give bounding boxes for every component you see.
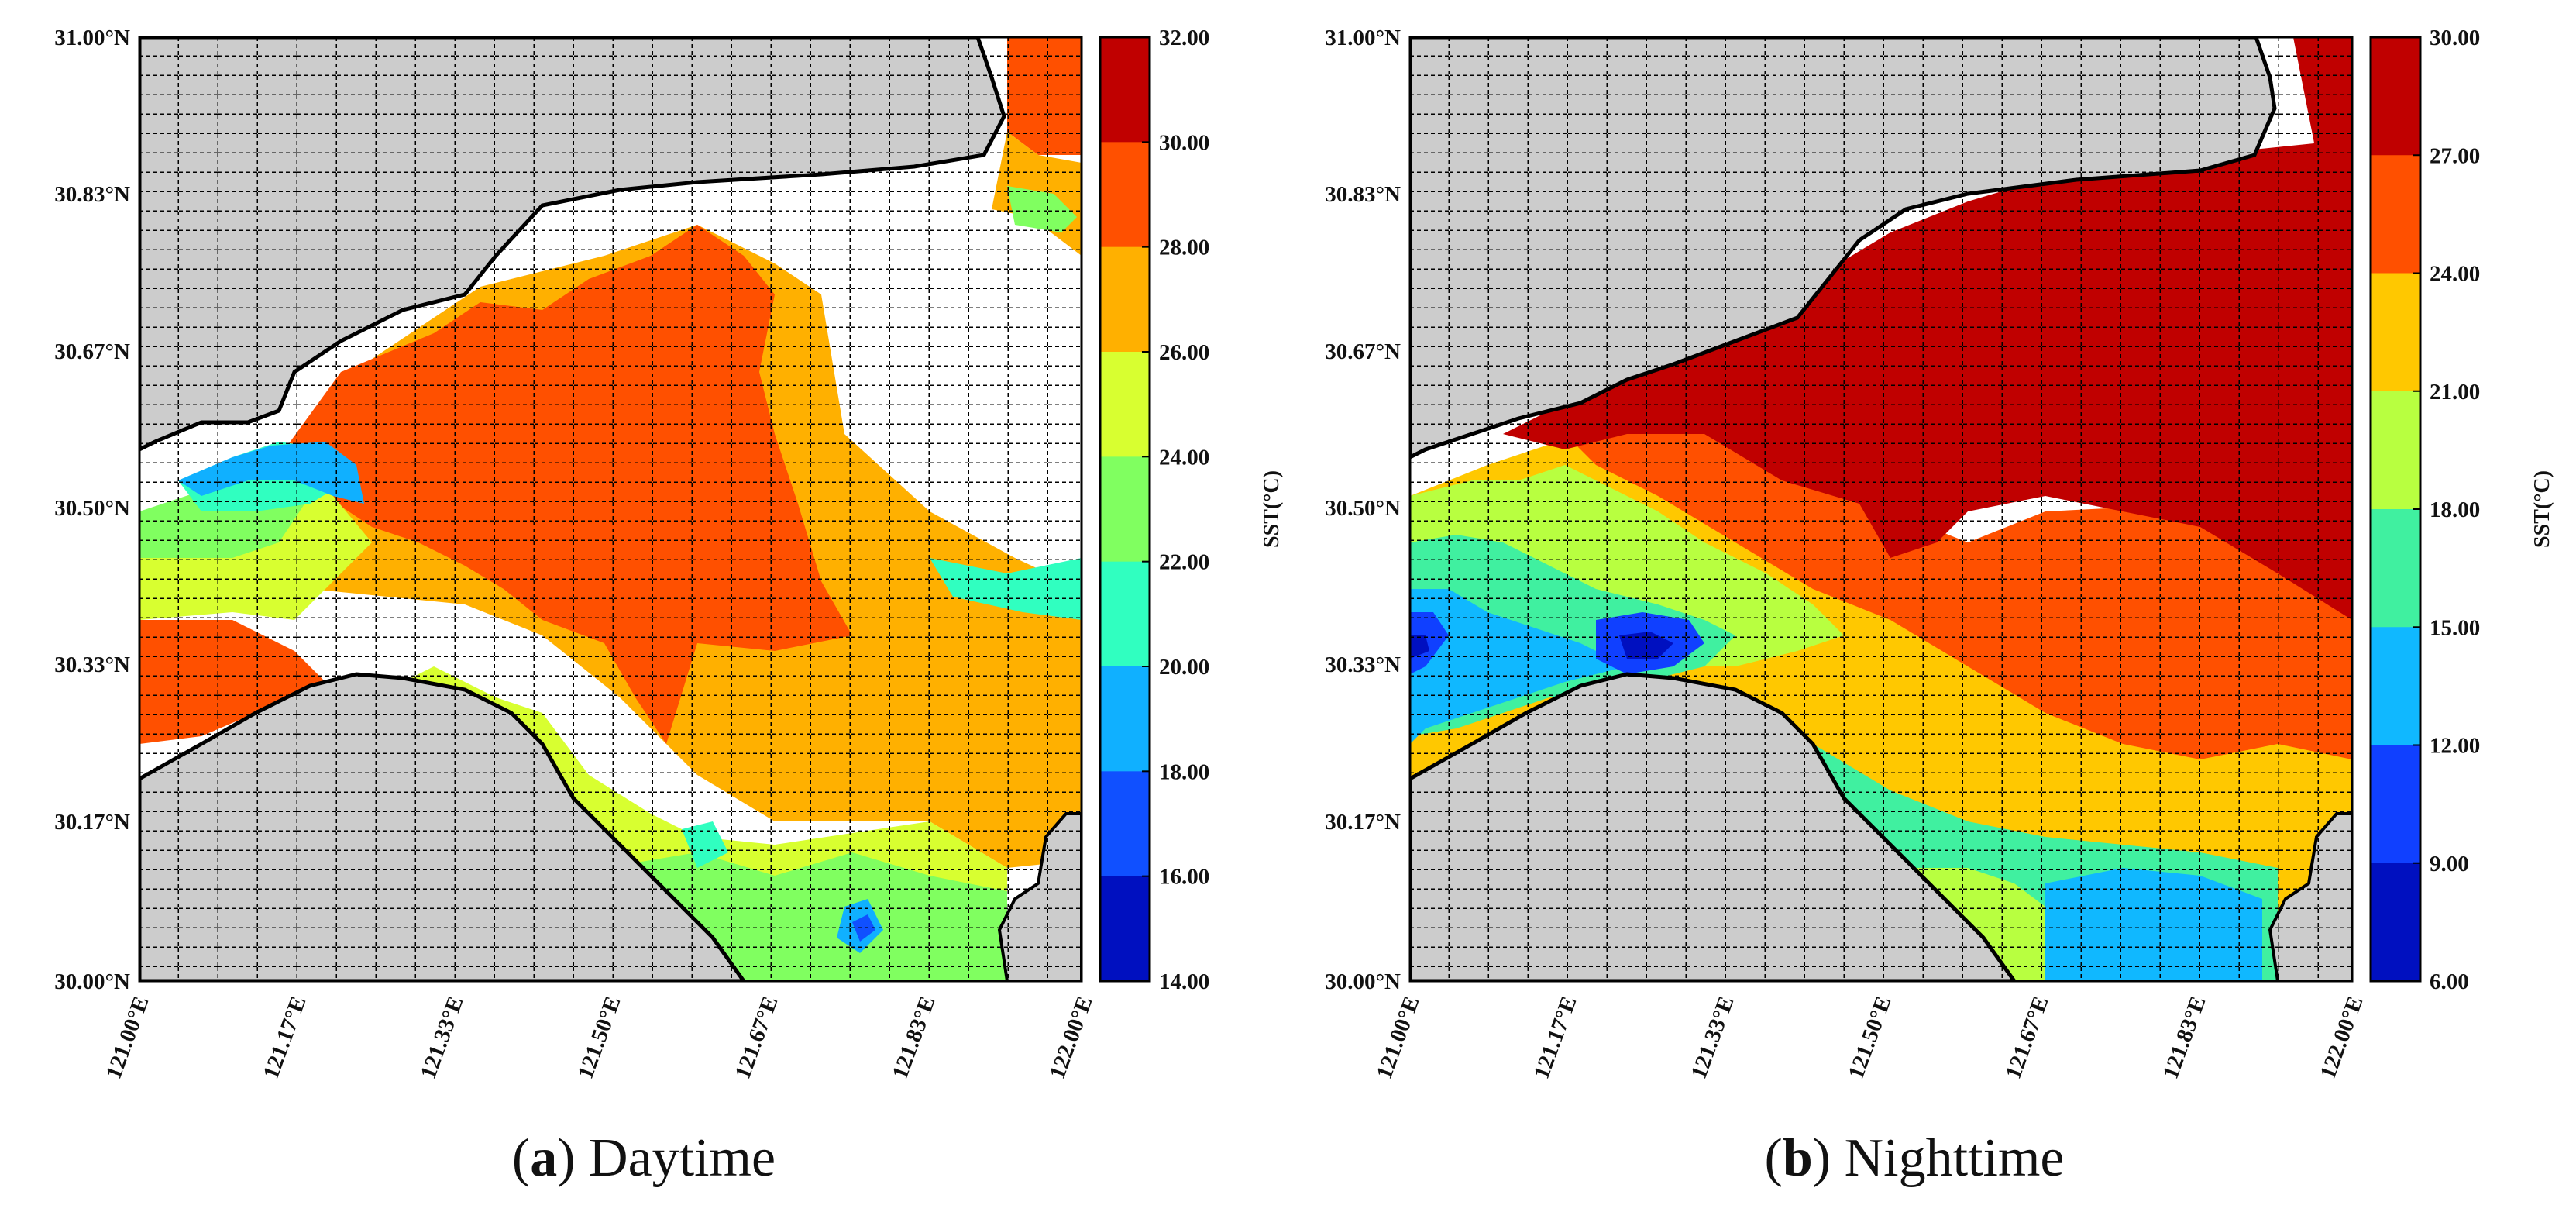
colorbar-swatch <box>2371 627 2420 745</box>
colorbar-swatch <box>1100 246 1150 353</box>
colorbar-tick-label: 24.00 <box>2430 262 2480 287</box>
lat-lon-grid <box>1410 37 2352 981</box>
colorbar-swatch <box>1100 561 1150 667</box>
colorbar: 32.00 30.00 28.00 26.00 24.00 22.00 20.00 18.00… <box>1099 26 1284 994</box>
map-frame <box>138 36 1083 983</box>
colorbar-swatch <box>2371 863 2420 982</box>
colorbar-swatch <box>1100 37 1150 143</box>
colorbar-tick-label: 26.00 <box>1159 340 1209 365</box>
caption-daytime: (a) Daytime <box>511 1128 776 1188</box>
lat-tick: 30.50°N <box>54 496 130 521</box>
colorbar-tick-label: 30.00 <box>2430 26 2480 50</box>
lat-tick: 30.83°N <box>54 182 130 207</box>
lat-tick: 30.50°N <box>1325 496 1401 521</box>
lon-tick: 121.50°E <box>573 993 626 1082</box>
colorbar-tick-label: 14.00 <box>1159 969 1209 994</box>
colorbar-swatch <box>1100 142 1150 248</box>
colorbar-tick-label: 27.00 <box>2430 143 2480 168</box>
lat-tick: 30.00°N <box>54 969 130 994</box>
lon-tick: 121.00°E <box>101 993 154 1082</box>
sst-map-daytime: 31.00°N 30.83°N 30.67°N 30.50°N 30.33°N … <box>54 26 1284 1082</box>
sst-map-nighttime: 31.00°N 30.83°N 30.67°N 30.50°N 30.33°N … <box>1325 26 2554 1082</box>
lon-tick: 121.17°E <box>259 993 311 1082</box>
colorbar: 30.00 27.00 24.00 21.00 18.00 15.00 12.00 9.00 6… <box>2369 26 2554 994</box>
colorbar-swatch <box>1100 352 1150 457</box>
colorbar-tick-label: 18.00 <box>1159 759 1209 784</box>
lat-tick: 31.00°N <box>54 26 130 50</box>
lon-tick: 121.17°E <box>1529 993 1582 1082</box>
colorbar-tick-label: 16.00 <box>1159 865 1209 890</box>
lat-tick: 30.00°N <box>1325 969 1401 994</box>
lat-lon-grid <box>139 37 1082 981</box>
lon-tick: 121.83°E <box>888 993 941 1082</box>
lon-tick: 121.33°E <box>416 993 469 1082</box>
lon-tick: 122.00°E <box>1045 993 1098 1082</box>
lon-tick: 121.33°E <box>1687 993 1739 1082</box>
colorbar-tick-label: 21.00 <box>2430 380 2480 405</box>
lon-tick: 121.67°E <box>2001 993 2054 1082</box>
colorbar-swatch <box>2371 745 2420 864</box>
colorbar-tick-label: 12.00 <box>2430 734 2480 759</box>
colorbar-swatch <box>2371 391 2420 510</box>
colorbar-swatch <box>2371 273 2420 392</box>
lat-tick: 30.17°N <box>1325 810 1401 835</box>
colorbar-tick-label: 18.00 <box>2430 498 2480 522</box>
colorbar-tick-label: 9.00 <box>2430 852 2469 876</box>
colorbar-tick-label: 28.00 <box>1159 236 1209 260</box>
colorbar-swatch <box>2371 155 2420 274</box>
colorbar-label: SST(°C) <box>1260 470 1284 548</box>
lon-tick: 121.83°E <box>2158 993 2211 1082</box>
colorbar-swatch <box>1100 666 1150 772</box>
colorbar-tick-label: 15.00 <box>2430 615 2480 640</box>
colorbar-tick-label: 32.00 <box>1159 26 1209 50</box>
lat-tick: 30.67°N <box>1325 339 1401 364</box>
lat-tick: 30.33°N <box>1325 652 1401 677</box>
colorbar-tick-label: 6.00 <box>2430 969 2469 994</box>
lon-tick: 121.50°E <box>1844 993 1897 1082</box>
map-frame <box>1408 36 2354 983</box>
colorbar-tick-label: 30.00 <box>1159 130 1209 155</box>
lon-tick: 121.67°E <box>731 993 783 1082</box>
lat-tick: 31.00°N <box>1325 26 1401 50</box>
lat-tick: 30.67°N <box>54 339 130 364</box>
colorbar-swatch <box>1100 876 1150 982</box>
colorbar-tick-label: 24.00 <box>1159 445 1209 470</box>
caption-nighttime: (b) Nighttime <box>1764 1128 2065 1188</box>
colorbar-swatch <box>2371 509 2420 628</box>
lat-tick: 30.83°N <box>1325 182 1401 207</box>
colorbar-label: SST(°C) <box>2530 470 2554 548</box>
lon-tick: 122.00°E <box>2316 993 2368 1082</box>
colorbar-swatch <box>2371 37 2420 156</box>
map-panel-nighttime: 31.00°N 30.83°N 30.67°N 30.50°N 30.33°N … <box>1271 0 2558 1212</box>
colorbar-tick-label: 22.00 <box>1159 550 1209 575</box>
colorbar-swatch <box>1100 456 1150 563</box>
colorbar-tick-label: 20.00 <box>1159 655 1209 680</box>
lon-tick: 121.00°E <box>1372 993 1425 1082</box>
colorbar-swatch <box>1100 771 1150 877</box>
lat-tick: 30.17°N <box>54 810 130 835</box>
map-panel-daytime: 31.00°N 30.83°N 30.67°N 30.50°N 30.33°N … <box>54 26 1284 1188</box>
lat-tick: 30.33°N <box>54 652 130 677</box>
